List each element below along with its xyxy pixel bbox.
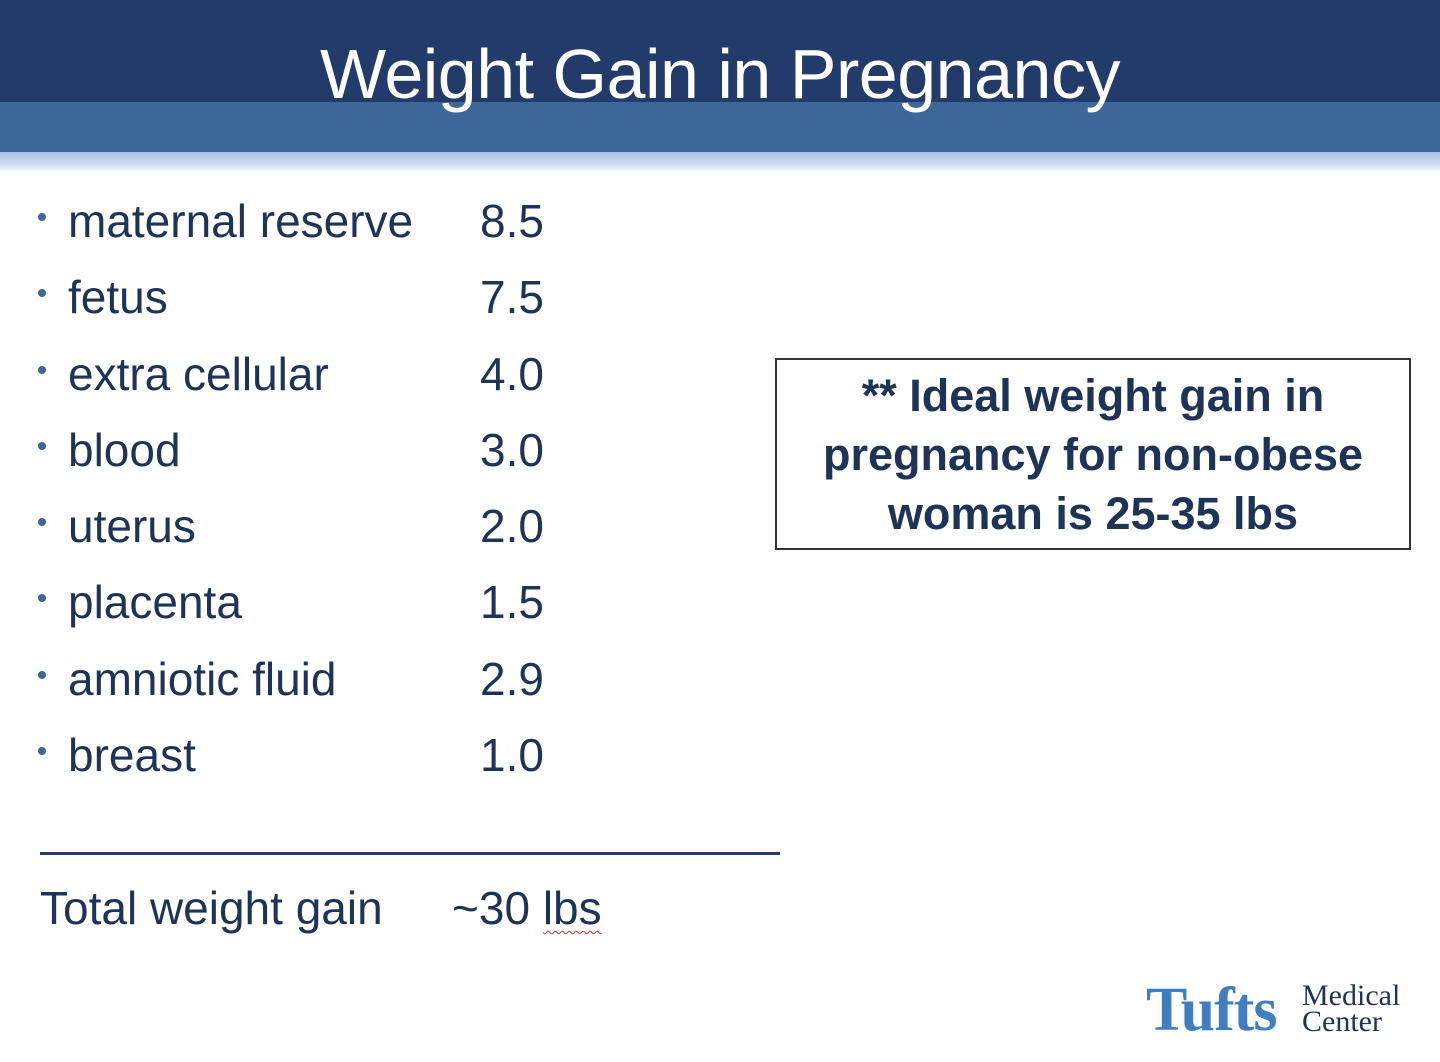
list-item: breast 1.0 — [38, 725, 598, 801]
list-item: fetus 7.5 — [38, 267, 598, 343]
item-value: 1.0 — [480, 729, 544, 782]
bullet-icon — [38, 747, 46, 756]
item-value: 2.9 — [480, 652, 544, 705]
bullet-icon — [38, 289, 46, 298]
total-label: Total weight gain — [40, 882, 383, 934]
bullet-icon — [38, 594, 46, 603]
logo-subline-2: Center — [1302, 1005, 1382, 1038]
list-item: amniotic fluid 2.9 — [38, 649, 598, 725]
list-item: blood 3.0 — [38, 420, 598, 496]
list-item: uterus 2.0 — [38, 496, 598, 572]
item-label: placenta — [68, 576, 242, 629]
item-value: 1.5 — [480, 576, 544, 629]
item-value: 3.0 — [480, 423, 544, 476]
item-label: breast — [68, 729, 196, 782]
item-label: amniotic fluid — [68, 652, 337, 705]
item-label: maternal reserve — [68, 195, 414, 247]
total-value: ~30 lbs — [452, 878, 602, 938]
list-item: placenta 1.5 — [38, 572, 598, 648]
item-label: uterus — [68, 500, 196, 553]
logo-wordmark: Tufts — [1146, 976, 1278, 1044]
banner-bottom-band — [0, 152, 1440, 170]
item-value: 4.0 — [480, 347, 544, 400]
bullet-icon — [38, 670, 46, 679]
bullet-icon — [38, 441, 46, 450]
tufts-medical-center-logo: Tufts Medical Center — [1146, 976, 1426, 1044]
item-label: extra cellular — [68, 347, 329, 400]
total-unit: lbs — [542, 882, 602, 934]
ideal-gain-callout: ** Ideal weight gain in pregnancy for no… — [775, 358, 1411, 550]
banner-top-band — [0, 0, 1440, 102]
slide-title: Weight Gain in Pregnancy — [320, 35, 1120, 113]
callout-text: ** Ideal weight gain in pregnancy for no… — [822, 369, 1364, 539]
bullet-icon — [38, 365, 46, 374]
item-value: 2.0 — [480, 500, 544, 553]
logo-subline-1: Medical — [1302, 979, 1401, 1012]
bullet-icon — [38, 213, 46, 221]
item-value: 8.5 — [480, 195, 544, 247]
total-amount: ~30 — [452, 882, 543, 934]
list-item: maternal reserve 8.5 — [38, 191, 598, 267]
list-item: extra cellular 4.0 — [38, 344, 598, 420]
item-label: blood — [68, 423, 181, 476]
item-value: 7.5 — [480, 271, 544, 324]
banner-middle-band — [0, 102, 1440, 152]
weight-breakdown-list: maternal reserve 8.5 fetus 7.5 extra cel… — [38, 191, 598, 801]
total-divider — [40, 852, 780, 855]
item-label: fetus — [68, 271, 168, 324]
title-banner: Weight Gain in Pregnancy — [0, 0, 1440, 170]
bullet-icon — [38, 518, 46, 527]
